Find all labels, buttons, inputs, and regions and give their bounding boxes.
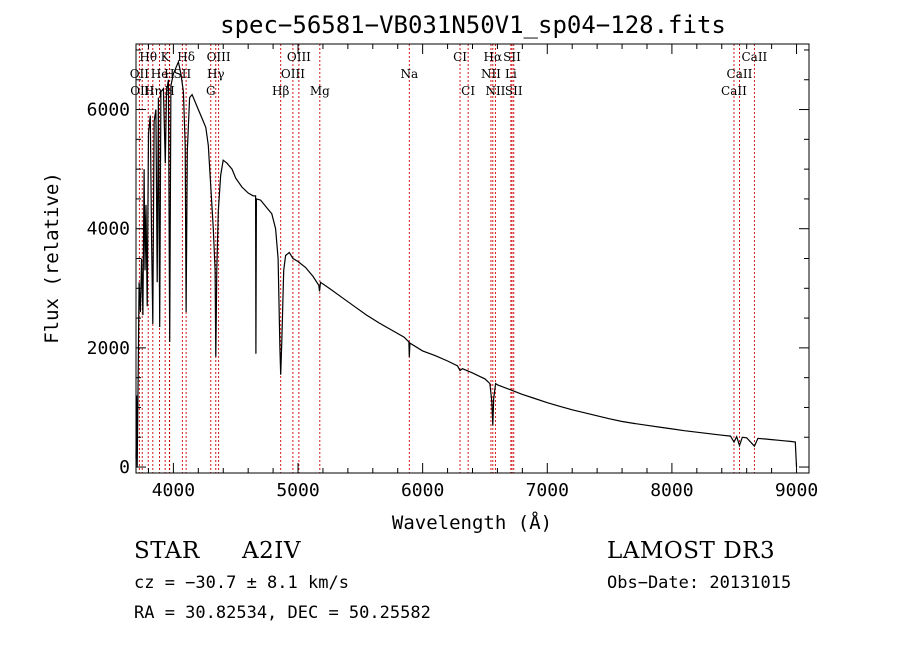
spectral-line-label: OIII — [207, 50, 231, 64]
x-tick-label: 5000 — [276, 480, 319, 501]
x-tick-label: 4000 — [152, 480, 195, 501]
chart-title: spec−56581−VB031N50V1_sp04−128.fits — [220, 11, 726, 39]
spectral-line-label: Hβ — [272, 84, 289, 98]
spectral-line-label: NII — [481, 67, 501, 81]
spectral-line-label: SII — [174, 67, 192, 81]
spectral-line-label: G — [206, 84, 216, 98]
spectrum-line — [135, 59, 798, 468]
spectral-line-label: Mg — [310, 84, 330, 98]
spectral-line-label: H — [164, 67, 174, 81]
y-tick-label: 4000 — [87, 219, 130, 240]
spectral-line-label: OII — [130, 67, 150, 81]
spectral-line-label: CaII — [741, 50, 767, 64]
spectral-line-markers — [138, 44, 755, 473]
spectral-line-label: SII — [505, 84, 523, 98]
survey-name: LAMOST DR3 — [607, 538, 776, 564]
y-tick-label: 2000 — [87, 338, 130, 359]
spectral-line-label: CaII — [721, 84, 747, 98]
object-class: STAR — [134, 538, 200, 564]
spectral-line-label: CI — [453, 50, 467, 64]
redshift-velocity: cz = −30.7 ± 8.1 km/s — [134, 573, 349, 593]
spectral-line-label: OIII — [287, 50, 311, 64]
spectral-line-label: He — [151, 67, 169, 81]
spectral-line-label: Li — [505, 67, 517, 81]
spectral-line-label: NII — [485, 84, 505, 98]
plot-frame — [135, 43, 810, 474]
y-tick-label: 0 — [119, 457, 130, 478]
coordinates: RA = 30.82534, DEC = 50.25582 — [134, 603, 431, 623]
x-axis-label: Wavelength (Å) — [392, 511, 552, 534]
spectral-line-label: Hθ — [139, 50, 157, 64]
observation-date: Obs−Date: 20131015 — [607, 573, 792, 593]
spectral-line-label: CI — [461, 84, 475, 98]
x-tick-label: 9000 — [775, 480, 818, 501]
spectral-line-label: SII — [503, 50, 521, 64]
spectral-line-label: Hγ — [207, 67, 225, 81]
spectral-line-label: H — [164, 84, 174, 98]
object-subclass: A2IV — [242, 538, 301, 564]
spectral-line-label: Hα — [484, 50, 503, 64]
x-axis-ticks: 4000 5000 6000 7000 8000 9000 — [147, 44, 818, 501]
y-axis-ticks: 0 2000 4000 6000 — [87, 49, 809, 478]
x-tick-label: 6000 — [401, 480, 444, 501]
spectral-line-label: Na — [400, 67, 418, 81]
x-tick-label: 7000 — [526, 480, 569, 501]
spectral-line-label: Hη — [144, 84, 162, 98]
y-axis-label: Flux (relative) — [41, 172, 63, 344]
spectral-line-label: OIII — [281, 67, 305, 81]
spectral-line-label: K — [161, 50, 171, 64]
spectral-line-label: CaII — [727, 67, 753, 81]
x-tick-label: 8000 — [650, 480, 693, 501]
spectral-line-label: Hδ — [177, 50, 195, 64]
y-tick-label: 6000 — [87, 100, 130, 121]
